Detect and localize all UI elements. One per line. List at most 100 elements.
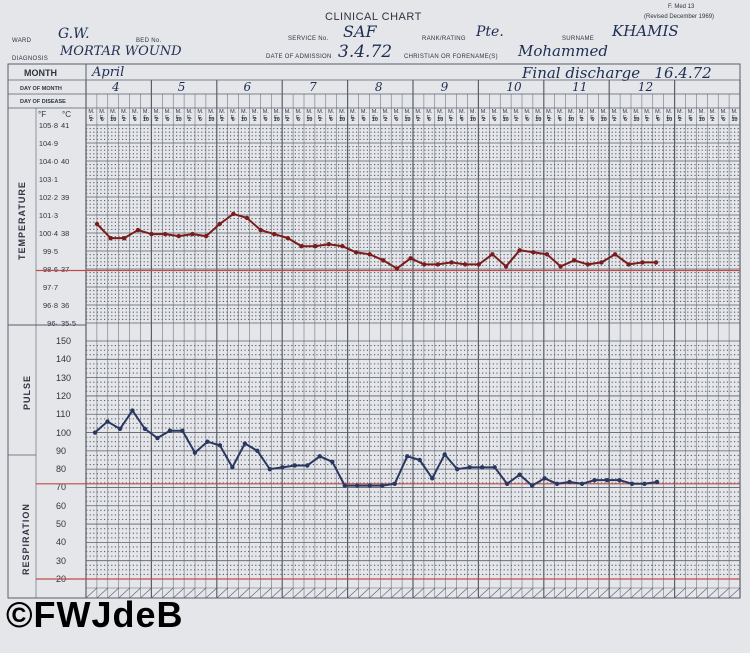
- time-mark-hour: 6: [231, 117, 235, 123]
- pulse-resp-tick: 120: [56, 390, 72, 401]
- time-mark-header: M. E.: [731, 109, 738, 121]
- temp-f-tick: 96·8: [42, 301, 58, 310]
- day-number: 7: [309, 80, 317, 94]
- pulse-point: [405, 454, 410, 459]
- time-mark-hour: 10: [600, 117, 607, 123]
- temperature-point: [585, 262, 591, 267]
- temp-c-tick: 35·5: [61, 319, 77, 328]
- pulse-point: [654, 479, 660, 485]
- copyright-watermark: ©FWJdeB: [6, 594, 184, 635]
- temperature-point: [640, 260, 645, 265]
- time-mark-header: M. E.: [371, 109, 378, 121]
- ward-value: G.W.: [58, 26, 90, 42]
- pulse-resp-tick: 50: [56, 519, 67, 530]
- footer-hatch: [532, 587, 545, 599]
- time-mark-header: M. E.: [546, 109, 553, 121]
- time-mark-header: M. E.: [197, 109, 204, 121]
- rank-label: RANK/RATING: [422, 36, 466, 42]
- time-mark-header: M. E.: [328, 109, 335, 121]
- time-mark-header: M. E.: [186, 109, 193, 121]
- temperature-point: [462, 262, 468, 267]
- footer-hatch: [554, 587, 566, 599]
- pulse-point: [205, 439, 210, 444]
- time-mark-header: M. E.: [491, 109, 498, 121]
- time-mark-header: M. E.: [404, 109, 411, 121]
- footer-hatch: [499, 587, 512, 599]
- time-mark-header: M. E.: [426, 109, 433, 121]
- pulse-point: [604, 477, 610, 483]
- time-mark-hour: 2: [613, 117, 617, 123]
- pulse-point: [242, 441, 248, 446]
- pulse-point: [217, 443, 223, 448]
- pulse-point: [330, 459, 335, 465]
- footer-hatch: [183, 587, 196, 599]
- temperature-point: [122, 235, 127, 241]
- pulse-point: [504, 481, 510, 486]
- footer-hatch: [162, 587, 174, 599]
- pulse-resp-tick: 80: [56, 464, 67, 475]
- temperature-point: [258, 227, 263, 233]
- time-mark-header: M. E.: [720, 109, 727, 121]
- footer-hatch: [238, 587, 250, 599]
- time-mark-hour: 2: [515, 117, 519, 123]
- temperature-point: [231, 211, 236, 217]
- temperature-point: [326, 242, 331, 247]
- time-mark-hour: 6: [264, 117, 268, 123]
- footer-hatch: [151, 587, 163, 599]
- time-mark-hour: 2: [89, 117, 93, 123]
- time-mark-header: M. E.: [219, 109, 226, 121]
- pulse-point: [230, 465, 235, 470]
- footer-hatch: [489, 587, 501, 599]
- month-value: April: [92, 65, 125, 80]
- temp-f-tick: 102·2: [38, 193, 58, 202]
- pulse-point: [442, 452, 447, 457]
- temp-f-tick: 99·5: [42, 247, 58, 256]
- time-mark-hour: 2: [384, 117, 388, 123]
- forenames-label: CHRISTIAN OR FORENAME(S): [404, 54, 498, 60]
- time-mark-header: M. E.: [284, 109, 291, 121]
- time-mark-hour: 2: [482, 117, 486, 123]
- time-mark-hour: 6: [558, 117, 562, 123]
- footer-hatch: [303, 587, 316, 599]
- time-mark-header: M. E.: [622, 109, 629, 121]
- temperature-point: [531, 250, 536, 255]
- footer-hatch: [390, 587, 403, 599]
- temp-c-tick: 39: [61, 193, 70, 202]
- time-mark-hour: 2: [416, 117, 420, 123]
- day-number: 4: [112, 80, 120, 94]
- pulse-point: [542, 476, 547, 481]
- temperature-point: [190, 231, 195, 237]
- footer-hatch: [172, 587, 185, 599]
- ward-label: WARD: [12, 38, 32, 44]
- footer-hatch: [380, 587, 392, 599]
- temperature-point: [381, 258, 386, 263]
- pulse-point: [117, 426, 123, 432]
- time-mark-hour: 6: [297, 117, 301, 123]
- pulse-resp-tick: 30: [56, 555, 67, 566]
- temperature-point: [449, 260, 454, 265]
- footer-hatch: [510, 587, 523, 599]
- time-mark-hour: 6: [100, 117, 104, 123]
- footer-hatch: [96, 587, 109, 599]
- footer-hatch: [641, 587, 654, 599]
- time-mark-header: M. E.: [360, 109, 367, 121]
- temp-f-tick: 96·: [47, 319, 58, 328]
- time-mark-header: M. E.: [153, 109, 160, 121]
- temperature-point: [422, 262, 427, 267]
- time-mark-hour: 10: [535, 117, 542, 123]
- unit-f: °F: [38, 110, 47, 119]
- temperature-point: [285, 235, 291, 241]
- footer-hatch: [674, 587, 686, 599]
- diagnosis-label: DIAGNOSIS: [12, 56, 49, 62]
- temp-f-tick: 101·3: [38, 211, 58, 220]
- time-mark-hour: 6: [493, 117, 497, 123]
- service-label: SERVICE No.: [288, 36, 329, 42]
- day-of-month-label: DAY OF MONTH: [20, 86, 62, 92]
- time-mark-hour: 2: [318, 117, 322, 123]
- temperature-point: [176, 233, 182, 239]
- time-mark-hour: 2: [645, 117, 649, 123]
- footer-hatch: [696, 587, 708, 599]
- time-mark-hour: 6: [198, 117, 202, 123]
- temperature-point: [599, 260, 604, 265]
